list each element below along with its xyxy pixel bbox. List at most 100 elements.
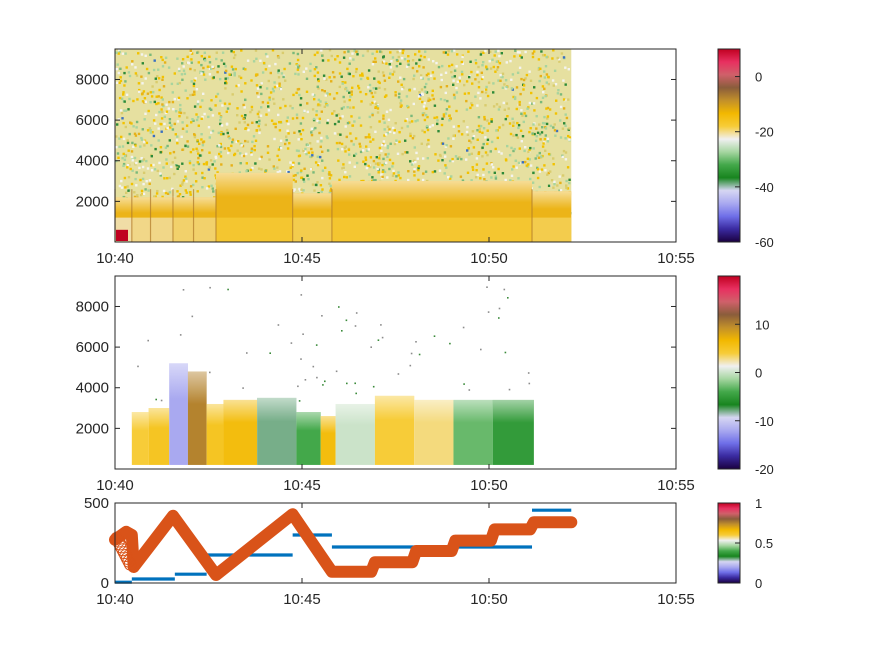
noise-speck	[185, 191, 188, 194]
noise-speck	[161, 75, 165, 79]
noise-speck	[140, 136, 143, 140]
noise-speck	[561, 155, 564, 158]
noise-speck	[118, 50, 121, 54]
noise-speck	[449, 145, 453, 148]
noise-speck	[165, 162, 168, 165]
noise-speck	[297, 64, 301, 68]
noise-speck	[440, 78, 443, 82]
noise-speck	[437, 159, 440, 162]
noise-speck	[433, 116, 436, 120]
noise-speck	[531, 55, 535, 59]
noise-speck	[529, 127, 532, 130]
noise-speck	[200, 133, 203, 136]
noise-speck	[202, 92, 205, 95]
noise-speck	[174, 110, 178, 113]
noise-speck	[383, 79, 387, 82]
noise-speck	[362, 179, 365, 183]
noise-speck	[456, 53, 459, 56]
noise-speck	[340, 142, 344, 146]
noise-speck	[299, 122, 303, 125]
noise-speck	[568, 181, 571, 185]
noise-speck	[398, 131, 401, 134]
noise-speck	[481, 90, 484, 94]
noise-speck	[335, 114, 338, 117]
noise-speck	[281, 51, 285, 55]
noise-speck	[134, 134, 138, 137]
noise-speck	[474, 59, 477, 62]
noise-speck	[266, 151, 270, 154]
noise-speck	[352, 58, 355, 61]
noise-speck	[550, 179, 554, 182]
noise-speck	[536, 154, 539, 157]
noise-speck	[479, 124, 483, 128]
noise-speck	[502, 101, 505, 105]
noise-speck	[448, 114, 451, 118]
noise-speck	[198, 154, 202, 157]
noise-speck	[536, 166, 539, 170]
noise-speck	[126, 164, 130, 167]
noise-speck	[387, 152, 390, 156]
noise-speck	[180, 135, 183, 138]
noise-speck	[317, 78, 320, 81]
speckle-dot	[155, 398, 157, 401]
noise-speck	[427, 99, 430, 102]
noise-speck	[259, 59, 262, 62]
noise-speck	[342, 166, 345, 169]
noise-speck	[336, 147, 340, 151]
noise-speck	[201, 149, 204, 152]
noise-speck	[184, 170, 187, 173]
noise-speck	[154, 147, 157, 151]
noise-speck	[475, 157, 479, 160]
noise-speck	[268, 64, 271, 68]
noise-speck	[477, 152, 480, 155]
noise-speck	[467, 50, 470, 53]
y-tick-label: 6000	[76, 112, 109, 129]
noise-speck	[422, 66, 425, 69]
series-group	[109, 508, 578, 584]
noise-speck	[169, 152, 172, 155]
noise-speck	[145, 180, 148, 183]
noise-speck	[523, 149, 526, 153]
noise-speck	[556, 184, 559, 187]
signal-bands	[114, 172, 572, 242]
noise-speck	[405, 65, 409, 68]
noise-speck	[397, 80, 400, 83]
noise-speck	[424, 170, 428, 173]
noise-speck	[191, 118, 194, 121]
noise-speck	[142, 171, 146, 174]
noise-speck	[449, 177, 452, 180]
noise-speck	[292, 189, 295, 192]
noise-speck	[408, 89, 411, 92]
noise-speck	[546, 137, 550, 141]
noise-speck	[157, 127, 160, 130]
noise-speck	[351, 124, 355, 127]
noise-speck	[401, 51, 404, 55]
noise-speck	[268, 158, 271, 161]
signal-segment	[150, 217, 173, 242]
noise-speck	[233, 74, 236, 77]
noise-speck	[176, 142, 179, 145]
noise-speck	[201, 176, 204, 179]
noise-speck	[481, 155, 484, 158]
noise-speck	[276, 171, 279, 174]
noise-speck	[257, 110, 261, 113]
noise-speck	[260, 106, 263, 109]
noise-speck	[117, 49, 121, 52]
noise-speck	[299, 133, 302, 136]
noise-speck	[533, 132, 536, 136]
noise-speck	[326, 149, 330, 152]
noise-speck	[410, 120, 414, 123]
noise-speck	[244, 139, 247, 143]
speckle-dot	[354, 325, 357, 327]
noise-speck	[152, 134, 156, 138]
noise-speck	[395, 65, 399, 68]
noise-speck	[385, 161, 388, 164]
noise-speck	[392, 172, 396, 175]
noise-speck	[130, 155, 134, 159]
noise-speck	[184, 177, 188, 180]
speckle-dot	[315, 344, 318, 346]
noise-speck	[159, 122, 162, 126]
noise-speck	[296, 171, 299, 175]
noise-speck	[176, 164, 179, 168]
noise-speck	[142, 182, 145, 186]
